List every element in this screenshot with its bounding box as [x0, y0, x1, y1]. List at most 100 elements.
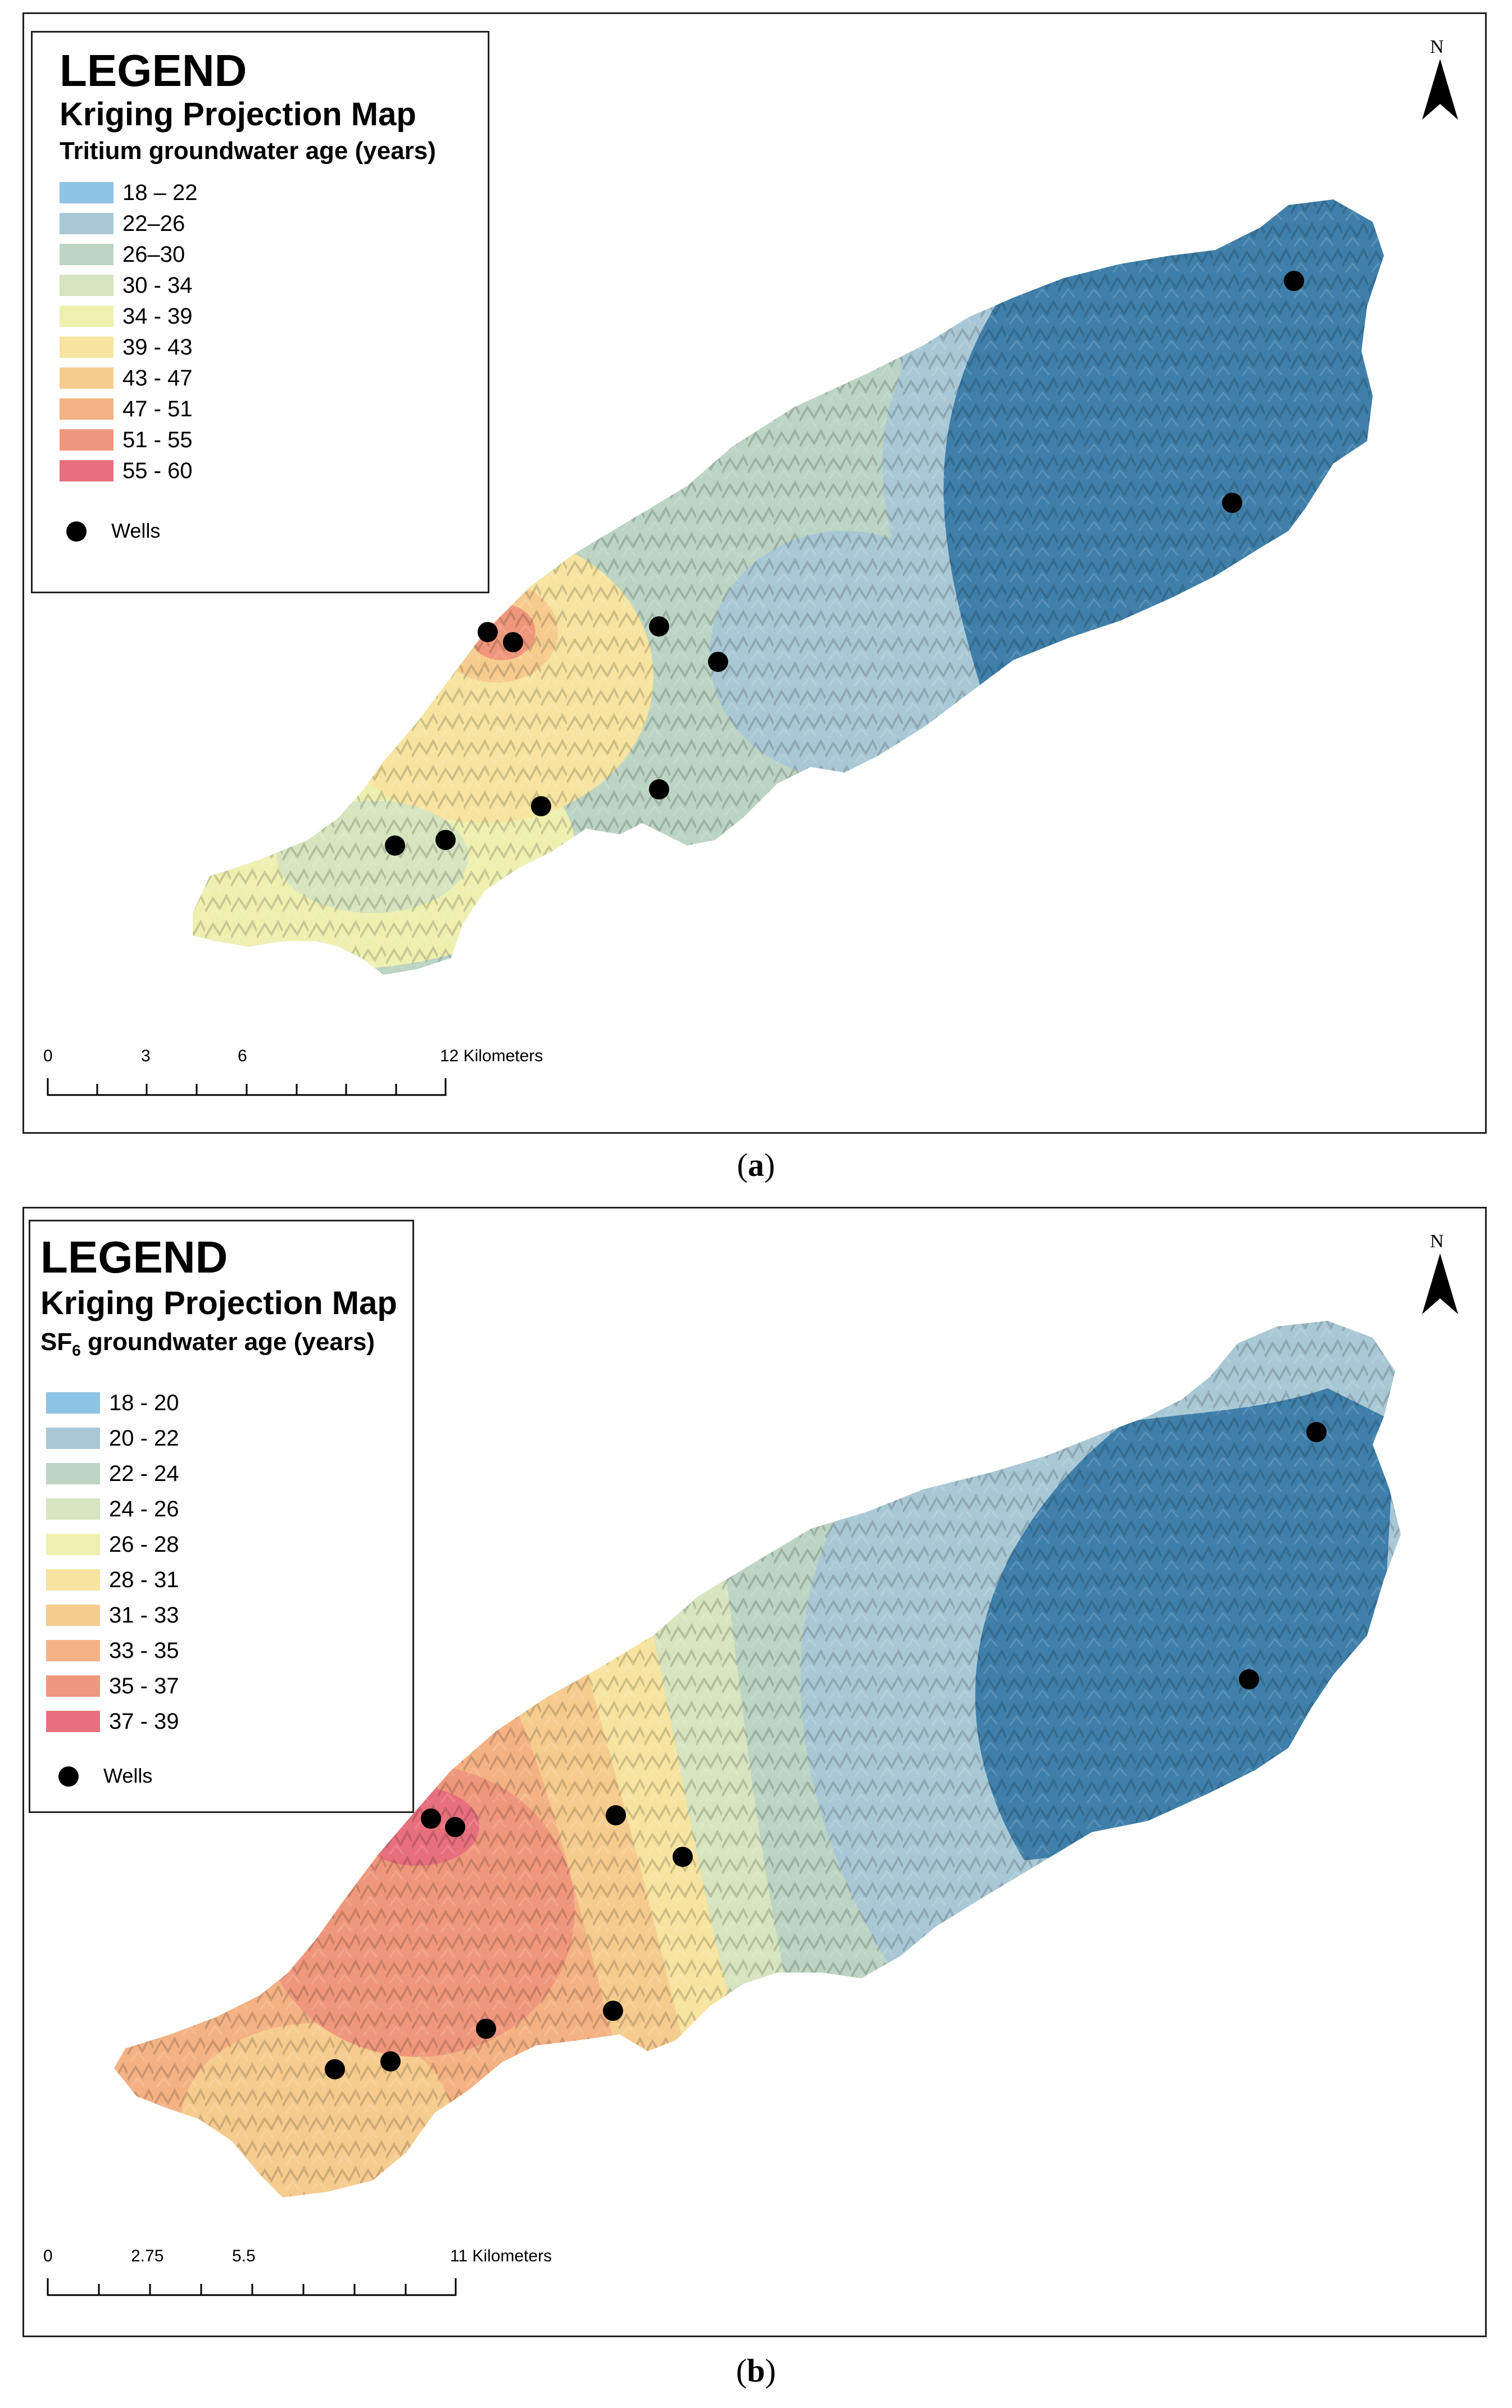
well-marker — [421, 1809, 441, 1829]
north-arrow-icon — [1422, 59, 1458, 120]
scale-tick-label: 11 Kilometers — [450, 2247, 552, 2265]
scale-tick-label: 5.5 — [232, 2247, 256, 2265]
north-arrow-icon — [1422, 1253, 1458, 1314]
legend-variable: Tritium groundwater age (years) — [60, 137, 436, 165]
scale-tick-label: 0 — [43, 2247, 53, 2265]
well-marker — [1239, 1669, 1259, 1689]
well-marker — [649, 616, 669, 637]
well-symbol — [58, 1766, 79, 1787]
wells-b — [325, 1422, 1327, 2079]
scale-tick-label: 2.75 — [131, 2247, 164, 2265]
well-marker — [531, 796, 551, 816]
north-label: N — [1430, 1231, 1444, 1252]
well-marker — [325, 2059, 345, 2079]
legend-label: 28 - 31 — [109, 1568, 179, 1592]
legend-label: 51 - 55 — [122, 428, 193, 452]
scale-ruler — [47, 1078, 447, 1096]
legend-swatch — [60, 275, 113, 296]
legend-label: 37 - 39 — [109, 1709, 179, 1734]
well-marker — [435, 830, 456, 850]
legend-a: LEGEND Kriging Projection Map Tritium gr… — [31, 31, 489, 593]
north-arrow: N — [1418, 37, 1463, 121]
legend-wells-label: Wells — [103, 1764, 153, 1787]
legend-swatch — [60, 213, 113, 234]
legend-variable-prefix: SF — [40, 1328, 72, 1356]
legend-label: 26–30 — [122, 242, 185, 267]
well-marker — [606, 1805, 626, 1825]
legend-variable: SF6 groundwater age (years) — [40, 1328, 375, 1360]
wells-a — [385, 271, 1304, 856]
legend-swatch — [60, 398, 113, 420]
legend-label: 26 - 28 — [109, 1532, 179, 1557]
well-marker — [445, 1817, 465, 1837]
legend-label: 33 - 35 — [109, 1638, 179, 1663]
well-marker — [1306, 1422, 1327, 1442]
legend-label: 20 - 22 — [109, 1426, 179, 1451]
well-marker — [1222, 493, 1242, 513]
well-marker — [385, 835, 405, 856]
north-label: N — [1430, 37, 1444, 57]
legend-swatch — [60, 367, 113, 389]
legend-swatch — [60, 244, 113, 265]
scale-tick-label: 0 — [43, 1047, 53, 1065]
legend-swatch — [46, 1711, 100, 1732]
legend-label: 30 - 34 — [122, 273, 193, 298]
legend-label: 18 – 22 — [122, 180, 198, 205]
legend-wells-label: Wells — [111, 519, 161, 542]
legend-label: 31 - 33 — [109, 1603, 179, 1628]
well-marker — [476, 2019, 496, 2039]
well-symbol — [66, 521, 87, 542]
legend-b: LEGEND Kriging Projection Map SF6 ground… — [29, 1220, 414, 1813]
legend-heading: LEGEND — [60, 46, 247, 96]
caption-label: b — [747, 2352, 765, 2389]
caption-a: (a) — [737, 1147, 775, 1183]
legend-swatch — [46, 1498, 100, 1520]
legend-swatch — [46, 1605, 100, 1626]
scale-tick-label: 6 — [238, 1047, 247, 1065]
map-panel-b: LEGEND Kriging Projection Map SF6 ground… — [22, 1207, 1487, 2337]
legend-swatch — [46, 1534, 100, 1555]
legend-variable-sub: 6 — [72, 1341, 81, 1359]
legend-swatch — [46, 1463, 100, 1484]
scale-ruler — [47, 2278, 457, 2296]
legend-label: 39 - 43 — [122, 335, 193, 360]
legend-swatch — [60, 337, 113, 358]
legend-label: 22–26 — [122, 211, 185, 236]
legend-heading: LEGEND — [40, 1232, 228, 1282]
well-marker — [673, 1847, 693, 1867]
caption-label: a — [748, 1147, 764, 1183]
legend-swatch — [46, 1392, 100, 1414]
north-arrow: N — [1418, 1231, 1463, 1315]
legend-swatch — [60, 182, 113, 203]
legend-label: 24 - 26 — [109, 1497, 179, 1521]
legend-swatch — [46, 1428, 100, 1449]
well-marker — [649, 779, 669, 799]
legend-swatch — [60, 306, 113, 327]
well-marker — [478, 622, 498, 642]
legend-label: 35 - 37 — [109, 1674, 179, 1698]
map-panel-a: LEGEND Kriging Projection Map Tritium gr… — [22, 12, 1487, 1134]
legend-label: 18 - 20 — [109, 1391, 179, 1415]
well-marker — [1284, 271, 1304, 291]
legend-subheading: Kriging Projection Map — [60, 96, 416, 133]
well-marker — [503, 632, 523, 652]
legend-label: 22 - 24 — [109, 1461, 179, 1486]
well-marker — [380, 2051, 401, 2071]
well-marker — [603, 2001, 623, 2021]
legend-label: 34 - 39 — [122, 304, 193, 329]
legend-swatch — [46, 1569, 100, 1591]
scale-tick-label: 12 Kilometers — [440, 1047, 543, 1065]
legend-label: 43 - 47 — [122, 366, 193, 390]
legend-swatch — [60, 429, 113, 451]
legend-swatch — [60, 460, 113, 481]
legend-label: 55 - 60 — [122, 458, 193, 483]
legend-label: 47 - 51 — [122, 397, 193, 421]
legend-subheading: Kriging Projection Map — [40, 1285, 397, 1321]
legend-swatch — [46, 1675, 100, 1697]
legend-swatch — [46, 1640, 100, 1661]
caption-b: (b) — [736, 2352, 776, 2389]
scale-tick-label: 3 — [141, 1047, 151, 1065]
well-marker — [708, 652, 728, 672]
island-map-a — [193, 199, 1384, 975]
legend-variable-rest: groundwater age (years) — [80, 1328, 375, 1356]
